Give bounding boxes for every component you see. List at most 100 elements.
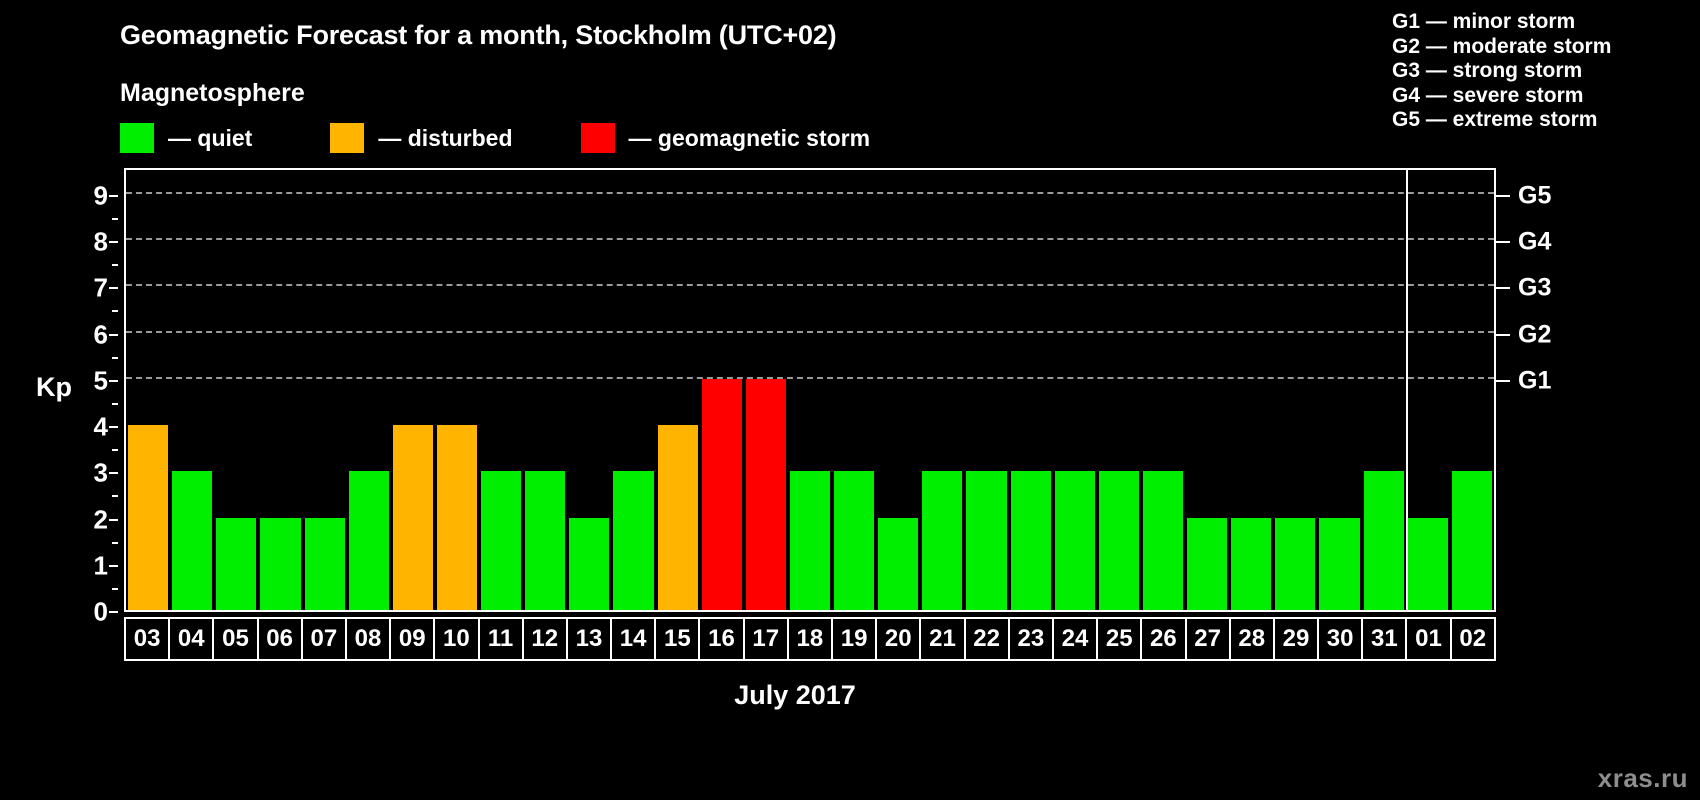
x-axis-day-25[interactable]: 25	[1098, 619, 1143, 659]
x-axis-day-07[interactable]: 07	[303, 619, 347, 659]
x-axis-day-14[interactable]: 14	[612, 619, 657, 659]
bar-28-quiet[interactable]	[1231, 517, 1272, 610]
bar-cell[interactable]	[1097, 170, 1141, 610]
bar-cell[interactable]	[479, 170, 523, 610]
bar-cell[interactable]	[788, 170, 832, 610]
x-axis-day-21[interactable]: 21	[921, 619, 966, 659]
x-axis-day-10[interactable]: 10	[435, 619, 480, 659]
x-axis-day-17[interactable]: 17	[745, 619, 789, 659]
bar-cell[interactable]	[567, 170, 611, 610]
x-axis-day-19[interactable]: 19	[833, 619, 878, 659]
bar-cell[interactable]	[876, 170, 920, 610]
bar-06-quiet[interactable]	[260, 517, 301, 610]
bar-20-quiet[interactable]	[878, 517, 919, 610]
bar-08-quiet[interactable]	[348, 471, 389, 610]
x-axis-day-29[interactable]: 29	[1275, 619, 1320, 659]
bar-17-storm[interactable]	[745, 378, 786, 610]
bar-14-quiet[interactable]	[613, 471, 654, 610]
bar-cell[interactable]	[1450, 170, 1494, 610]
bar-cell[interactable]	[1009, 170, 1053, 610]
bar-cell[interactable]	[347, 170, 391, 610]
bar-04-quiet[interactable]	[172, 471, 213, 610]
bar-cell[interactable]	[1185, 170, 1229, 610]
y-minor-tick-mark	[112, 217, 118, 220]
x-axis-day-23[interactable]: 23	[1010, 619, 1054, 659]
bar-31-quiet[interactable]	[1363, 471, 1404, 610]
bar-25-quiet[interactable]	[1098, 471, 1139, 610]
bar-26-quiet[interactable]	[1142, 471, 1183, 610]
bar-01-quiet[interactable]	[1407, 517, 1448, 610]
y-tick-mark-0	[109, 611, 118, 613]
legend-item-disturbed: — disturbed	[330, 123, 513, 153]
bar-09-disturbed[interactable]	[392, 425, 433, 610]
bar-cell[interactable]	[258, 170, 302, 610]
x-axis-day-30[interactable]: 30	[1319, 619, 1364, 659]
bar-22-quiet[interactable]	[966, 471, 1007, 610]
bar-cell[interactable]	[700, 170, 744, 610]
x-axis-day-18[interactable]: 18	[789, 619, 833, 659]
x-axis-day-11[interactable]: 11	[480, 619, 524, 659]
x-axis-day-01[interactable]: 01	[1407, 619, 1452, 659]
x-axis-day-08[interactable]: 08	[347, 619, 392, 659]
x-axis-day-09[interactable]: 09	[391, 619, 436, 659]
bar-cell[interactable]	[656, 170, 700, 610]
bar-cell[interactable]	[1141, 170, 1185, 610]
x-axis-day-16[interactable]: 16	[700, 619, 745, 659]
bar-cell[interactable]	[1229, 170, 1273, 610]
bar-05-quiet[interactable]	[216, 517, 257, 610]
bar-12-quiet[interactable]	[525, 471, 566, 610]
x-axis-day-15[interactable]: 15	[656, 619, 701, 659]
x-axis-day-24[interactable]: 24	[1054, 619, 1099, 659]
bar-13-quiet[interactable]	[569, 517, 610, 610]
bar-cell[interactable]	[1273, 170, 1317, 610]
bar-10-disturbed[interactable]	[436, 425, 477, 610]
bar-21-quiet[interactable]	[922, 471, 963, 610]
bar-cell[interactable]	[170, 170, 214, 610]
bar-cell[interactable]	[611, 170, 655, 610]
y-minor-tick-mark	[112, 310, 118, 313]
bar-cell[interactable]	[744, 170, 788, 610]
bar-cell[interactable]	[920, 170, 964, 610]
bar-cell[interactable]	[523, 170, 567, 610]
x-axis-day-05[interactable]: 05	[214, 619, 259, 659]
y-tick-mark-9	[109, 194, 118, 197]
bar-23-quiet[interactable]	[1010, 471, 1051, 610]
bar-cell[interactable]	[832, 170, 876, 610]
bar-16-storm[interactable]	[701, 378, 742, 610]
bar-07-quiet[interactable]	[304, 517, 345, 610]
bar-cell[interactable]	[1406, 170, 1450, 610]
bar-15-disturbed[interactable]	[657, 425, 698, 610]
bar-29-quiet[interactable]	[1275, 517, 1316, 610]
bar-cell[interactable]	[1053, 170, 1097, 610]
bar-24-quiet[interactable]	[1054, 471, 1095, 610]
x-axis-day-26[interactable]: 26	[1142, 619, 1187, 659]
x-axis-day-04[interactable]: 04	[170, 619, 215, 659]
bar-cell[interactable]	[1317, 170, 1361, 610]
y-tick-label-6: 6	[93, 319, 108, 349]
bar-02-quiet[interactable]	[1451, 471, 1492, 610]
bar-cell[interactable]	[964, 170, 1008, 610]
bar-27-quiet[interactable]	[1187, 517, 1228, 610]
bar-cell[interactable]	[303, 170, 347, 610]
bar-cell[interactable]	[435, 170, 479, 610]
x-axis-day-28[interactable]: 28	[1231, 619, 1275, 659]
x-axis-day-31[interactable]: 31	[1363, 619, 1408, 659]
bar-18-quiet[interactable]	[789, 471, 830, 610]
bar-cell[interactable]	[126, 170, 170, 610]
bar-cell[interactable]	[214, 170, 258, 610]
x-axis-day-03[interactable]: 03	[126, 619, 171, 659]
x-axis-day-13[interactable]: 13	[568, 619, 613, 659]
bar-30-quiet[interactable]	[1319, 517, 1360, 610]
x-axis-day-12[interactable]: 12	[524, 619, 568, 659]
bar-11-quiet[interactable]	[481, 471, 522, 610]
bar-cell[interactable]	[1362, 170, 1406, 610]
bar-19-quiet[interactable]	[834, 471, 875, 610]
x-axis-day-22[interactable]: 22	[966, 619, 1010, 659]
bar-03-disturbed[interactable]	[128, 425, 169, 610]
x-axis-day-27[interactable]: 27	[1187, 619, 1231, 659]
x-axis-day-06[interactable]: 06	[259, 619, 303, 659]
x-axis-day-20[interactable]: 20	[877, 619, 922, 659]
x-axis-day-02[interactable]: 02	[1459, 625, 1487, 652]
bar-cell[interactable]	[391, 170, 435, 610]
g-tick-mark-G4	[1496, 241, 1510, 243]
